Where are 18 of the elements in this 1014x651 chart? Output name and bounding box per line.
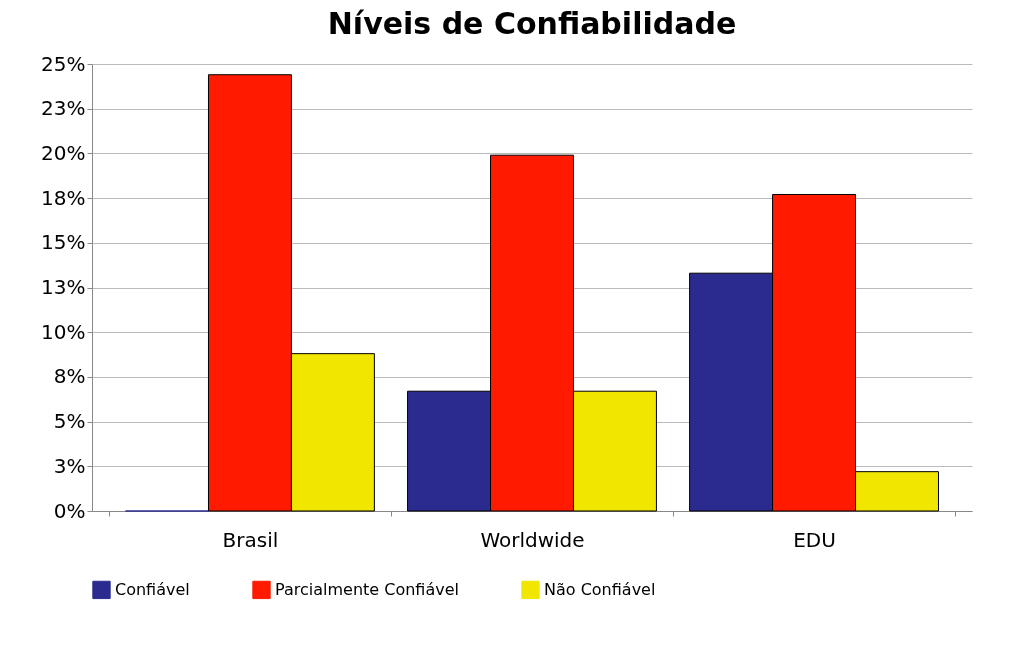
y-tick-label: 25%: [41, 51, 86, 76]
legend-label: Confiável: [115, 579, 190, 599]
chart-title: Níveis de Confiabilidade: [327, 6, 737, 41]
y-tick-label: 23%: [41, 96, 86, 121]
y-tick-label: 10%: [41, 319, 86, 344]
y-tick-label: 13%: [41, 275, 86, 299]
x-tick-label: Worldwide: [480, 527, 585, 552]
x-tick-label: Brasil: [222, 527, 279, 552]
y-tick-label: 3%: [53, 453, 86, 478]
legend-label: Não Confiável: [544, 579, 656, 599]
y-tick-label: 18%: [41, 185, 86, 210]
y-tick-label: 15%: [41, 230, 86, 255]
y-tick-label: 0%: [53, 498, 86, 523]
y-tick-label: 20%: [41, 140, 86, 165]
y-tick-label: 5%: [53, 409, 86, 434]
y-tick-label: 8%: [53, 364, 86, 389]
x-tick-label: EDU: [793, 527, 836, 552]
legend-label: Parcialmente Confiável: [275, 579, 459, 599]
